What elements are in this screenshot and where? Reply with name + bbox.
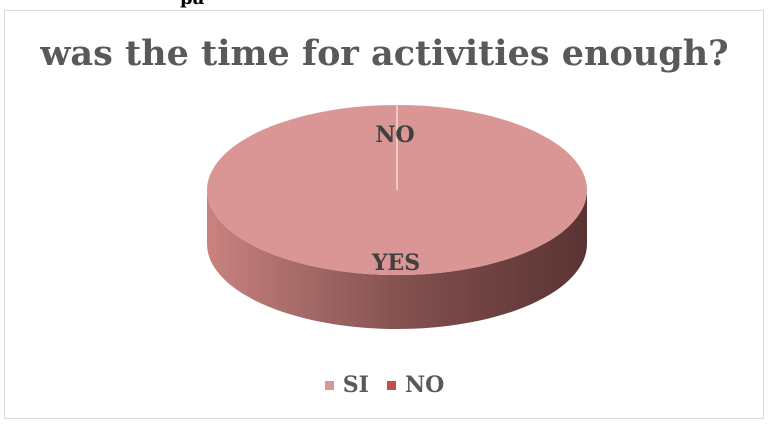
- legend-swatch-si: [324, 380, 334, 390]
- legend-swatch-no: [386, 380, 396, 390]
- top-caption: pa: [180, 0, 204, 9]
- legend-label-si: SI: [342, 372, 369, 398]
- data-label-yes: YES: [371, 250, 420, 276]
- data-label-no: NO: [375, 122, 414, 148]
- legend-label-no: NO: [404, 372, 445, 398]
- chart-title: was the time for activities enough?: [40, 33, 729, 74]
- legend-item-no[interactable]: NO: [386, 372, 445, 398]
- pie-slice-si-side: [207, 190, 587, 329]
- legend: SI NO: [0, 372, 769, 398]
- legend-item-si[interactable]: SI: [324, 372, 369, 398]
